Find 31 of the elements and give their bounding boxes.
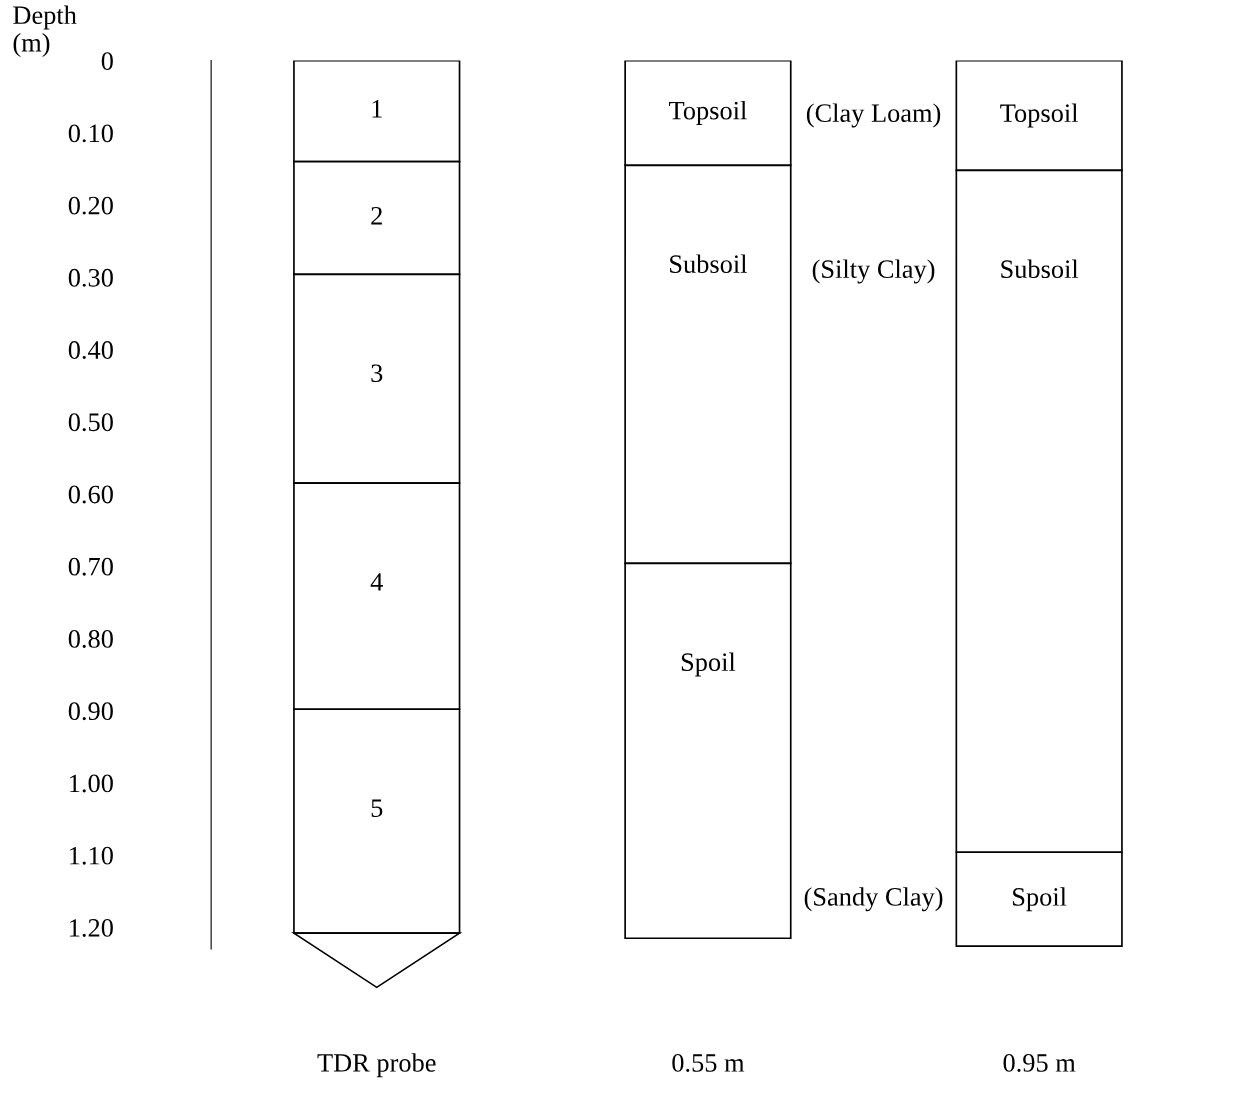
- y-tick-label: 0.70: [68, 557, 113, 576]
- annotation: Topsoil: [669, 100, 747, 125]
- annotation: 2: [371, 206, 382, 225]
- annotation: (Sandy Clay): [804, 887, 943, 912]
- annotation: (Silty Clay): [812, 259, 935, 284]
- y-tick-label: 0.80: [68, 630, 113, 648]
- annotation: (Clay Loam): [806, 103, 941, 128]
- y-axis-title: Depth (m): [13, 5, 77, 58]
- annotation: Spoil: [681, 652, 736, 677]
- y-tick-label: 0.90: [68, 702, 113, 721]
- annotation: Subsoil: [1001, 259, 1079, 279]
- y-tick-label: 1.00: [70, 774, 113, 793]
- y-tick-label: 1.20: [70, 919, 113, 937]
- y-tick-label: 0.20: [68, 196, 113, 215]
- y-tick-label: 0.40: [68, 341, 113, 360]
- annotation: Subsoil: [670, 254, 748, 274]
- annotation: 4: [370, 573, 383, 591]
- annotation: 3: [371, 364, 383, 383]
- y-tick-label: 0.30: [68, 268, 113, 287]
- annotation: 1: [372, 100, 382, 118]
- annotation: Topsoil: [1000, 103, 1079, 128]
- x-tick-label: 0.95 m: [1003, 1053, 1076, 1072]
- y-tick-label: 1.10: [70, 846, 113, 865]
- x-tick-label: 0.55 m: [672, 1053, 745, 1072]
- y-tick-label: 0: [101, 52, 113, 70]
- annotation: 5: [371, 799, 383, 817]
- y-tick-label: 0.60: [68, 485, 113, 504]
- y-tick-label: 0.50: [68, 413, 113, 432]
- y-tick-label: 0.10: [68, 124, 113, 143]
- x-tick-label: TDR probe: [317, 1053, 436, 1078]
- annotation: Spoil: [1013, 887, 1067, 912]
